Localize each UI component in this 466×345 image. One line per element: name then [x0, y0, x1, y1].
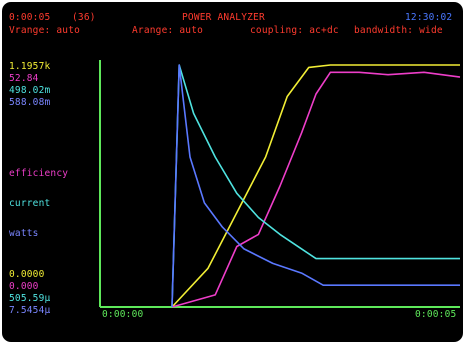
min-value-magenta: 0.000: [9, 281, 39, 292]
page-title: POWER ANALYZER: [182, 12, 265, 23]
elapsed-time: 0:00:05: [9, 12, 51, 23]
legend-efficiency: efficiency: [9, 168, 69, 179]
x-axis-end-label: 0:00:05: [415, 309, 457, 320]
max-value-blue: 588.08m: [9, 97, 51, 108]
coupling-setting[interactable]: coupling: ac+dc: [250, 25, 339, 36]
max-value-yellow: 1.1957k: [9, 61, 51, 72]
power-analyzer-screen: 0:00:05 (36) POWER ANALYZER 12:30:02 Vra…: [2, 2, 463, 342]
series-line-4: [171, 64, 460, 308]
max-value-cyan: 498.02m: [9, 85, 51, 96]
min-value-blue: 7.5454µ: [9, 305, 51, 316]
clock: 12:30:02: [405, 12, 453, 23]
series-line-2: [171, 71, 461, 308]
series-line-3: [171, 64, 460, 308]
arange-setting[interactable]: Arange: auto: [132, 25, 204, 36]
legend-watts: watts: [9, 228, 39, 239]
legend-current: current: [9, 198, 51, 209]
x-axis-start-label: 0:00:00: [102, 309, 144, 320]
max-value-magenta: 52.84: [9, 73, 39, 84]
min-value-cyan: 505.59µ: [9, 293, 51, 304]
min-value-yellow: 0.0000: [9, 269, 45, 280]
sample-count: (36): [72, 12, 96, 23]
trend-chart: [99, 60, 461, 308]
series-line-1: [171, 64, 460, 308]
bandwidth-setting[interactable]: bandwidth: wide: [354, 25, 443, 36]
vrange-setting[interactable]: Vrange: auto: [9, 25, 81, 36]
